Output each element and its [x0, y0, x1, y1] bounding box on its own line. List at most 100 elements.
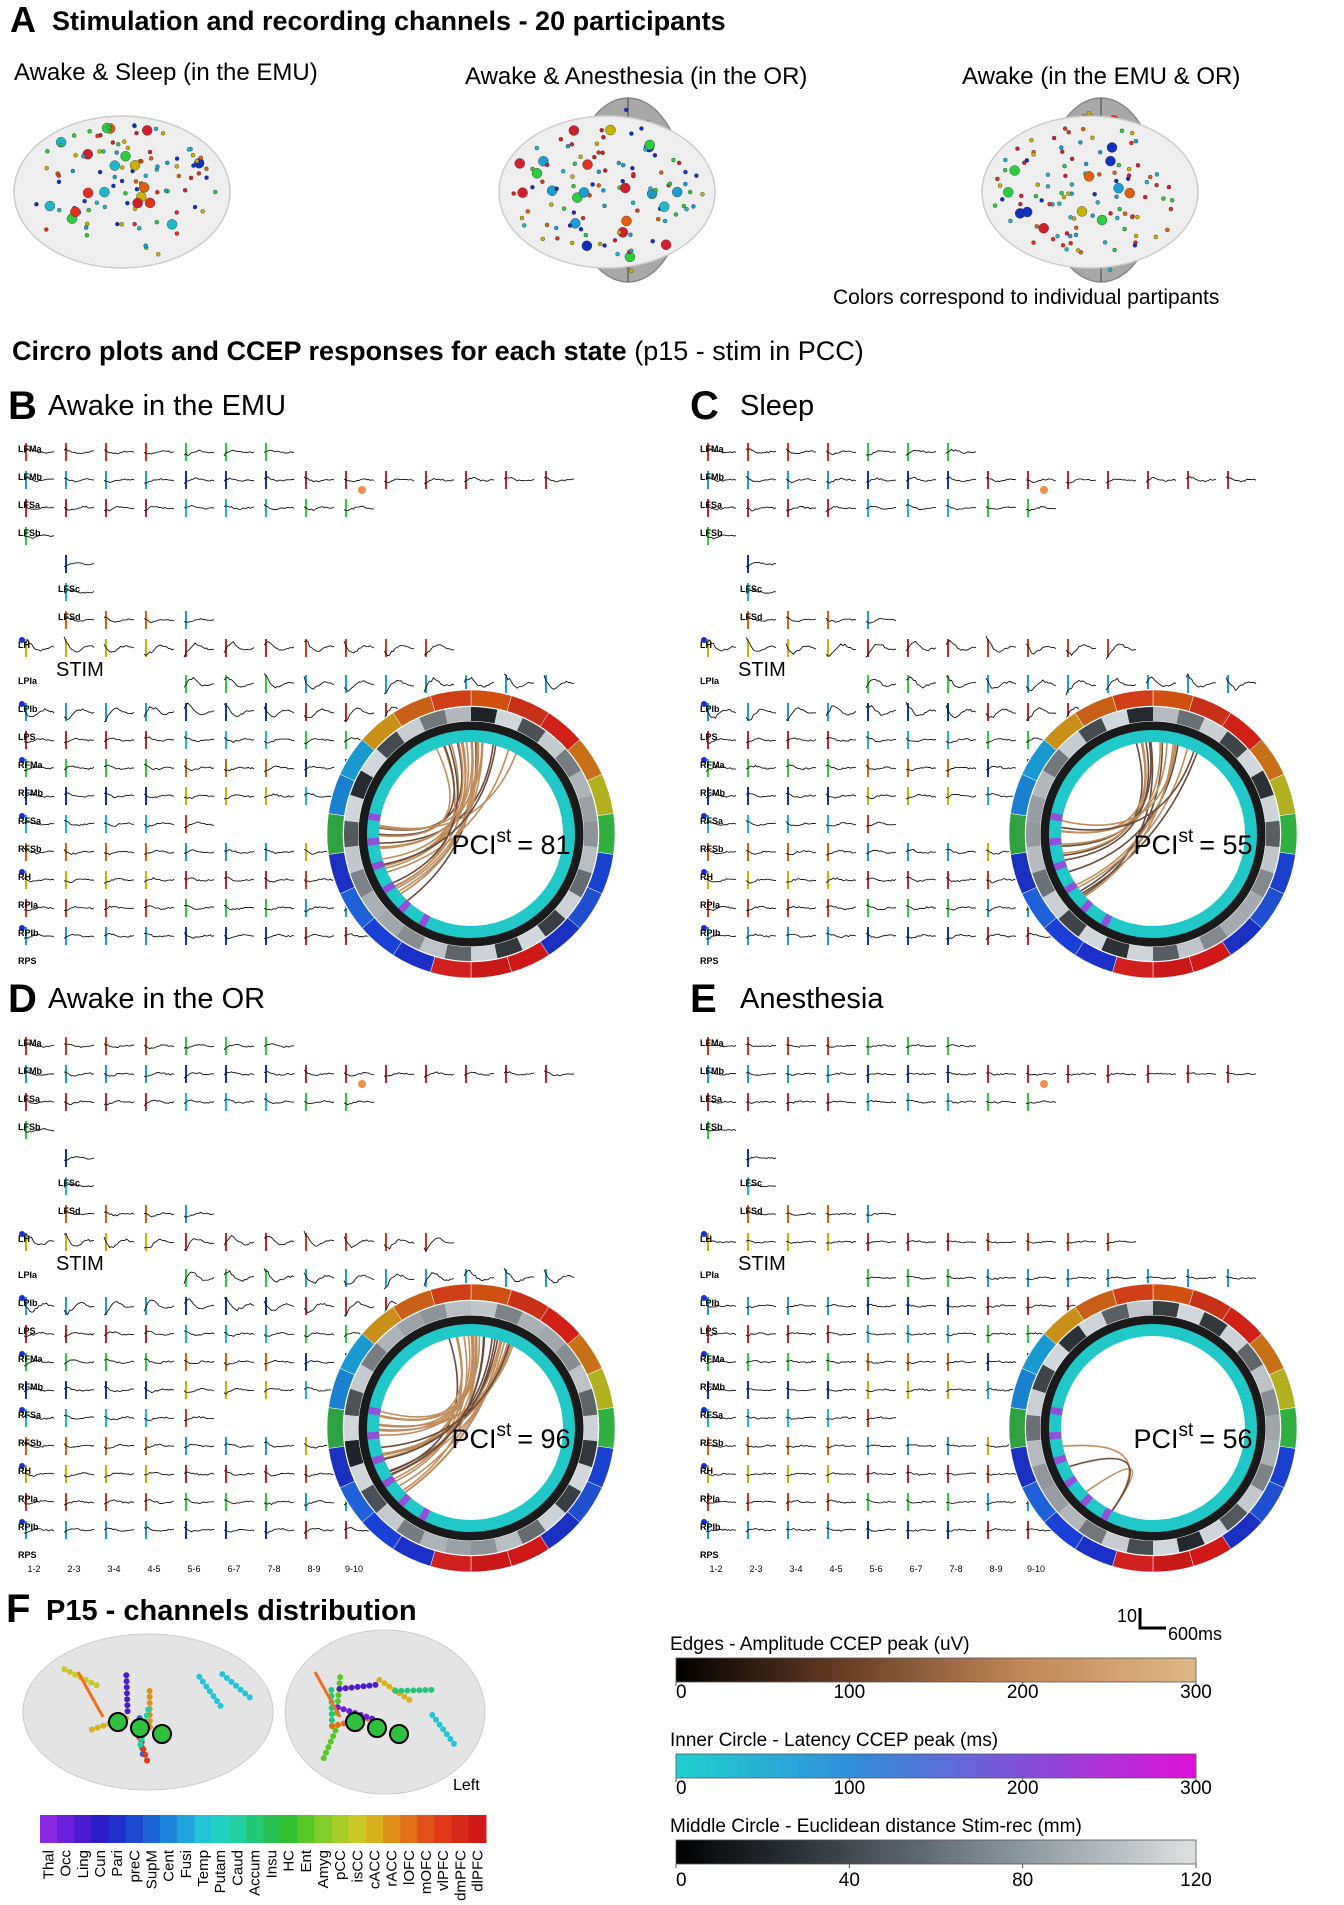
trace — [985, 933, 1017, 941]
trace — [223, 641, 255, 654]
trace — [785, 764, 817, 771]
channel-label: RFSb — [700, 844, 724, 854]
trace — [343, 707, 375, 723]
channel-label: RPS — [18, 1550, 37, 1560]
contact — [328, 1717, 335, 1724]
trace — [825, 1212, 857, 1216]
region-label: Putam — [212, 1850, 229, 1893]
inner-ring-spot — [1080, 1493, 1094, 1507]
trace — [785, 1044, 817, 1048]
trace — [183, 1471, 215, 1476]
middle-ring-segment — [396, 1519, 425, 1544]
region-swatch — [125, 1815, 144, 1843]
trace — [463, 1269, 495, 1282]
edge — [382, 1335, 473, 1456]
contact — [124, 1696, 131, 1703]
electrode — [1095, 200, 1100, 205]
electrode — [1166, 184, 1172, 190]
colorbar — [675, 1657, 1197, 1683]
electrode — [132, 123, 137, 128]
electrode — [110, 140, 116, 145]
electrode — [84, 233, 90, 238]
middle-ring-segment — [1153, 1301, 1180, 1318]
trace — [23, 1500, 55, 1505]
trace — [825, 505, 857, 513]
electrode — [629, 268, 634, 274]
colorbar-tick-label: 100 — [833, 1682, 865, 1703]
trace — [1225, 677, 1257, 692]
x-label: 1-2 — [27, 1564, 40, 1574]
trace — [785, 850, 817, 856]
middle-ring-segment — [1199, 1519, 1228, 1544]
electrode — [1009, 165, 1020, 176]
middle-ring-segment — [1260, 1439, 1280, 1468]
contact — [146, 1700, 153, 1707]
region-swatch — [314, 1815, 333, 1843]
trace — [263, 673, 295, 689]
trace — [183, 1044, 215, 1049]
trace — [1065, 1276, 1097, 1280]
middle-ring-segment — [1219, 1503, 1248, 1531]
middle-ring-segment — [444, 1301, 471, 1318]
electrode — [1083, 171, 1095, 182]
electrode — [554, 225, 559, 231]
contact — [337, 1674, 344, 1681]
electrode — [592, 154, 597, 160]
middle-ring-segment — [494, 1303, 523, 1325]
electrode — [997, 183, 1003, 188]
x-label: 5-6 — [187, 1564, 200, 1574]
trace — [63, 562, 95, 568]
outer-ring-segment — [1008, 813, 1027, 855]
region-label: pCC — [332, 1850, 349, 1880]
middle-ring-segment — [555, 890, 581, 919]
trace — [303, 1230, 335, 1247]
region-swatch — [91, 1815, 110, 1843]
trace — [343, 640, 375, 654]
electrode — [540, 236, 545, 242]
trace — [705, 1332, 737, 1337]
contact — [123, 1690, 130, 1697]
trace — [103, 932, 135, 938]
electrode — [134, 187, 140, 192]
trace — [143, 505, 175, 512]
trace — [343, 505, 375, 512]
trace — [63, 447, 94, 455]
electrode — [1113, 182, 1124, 194]
electrode — [119, 222, 124, 227]
subtitle: Awake & Sleep (in the EMU) — [14, 59, 318, 86]
trace — [143, 1299, 175, 1312]
middle-ring-segment — [419, 937, 448, 959]
trace — [183, 794, 215, 800]
trace — [745, 1528, 777, 1533]
electrode — [163, 188, 169, 193]
inner-ring-spot — [368, 1406, 381, 1416]
middle-ring-segment — [344, 794, 364, 823]
middle-ring-segment — [494, 937, 523, 959]
marker — [701, 1295, 707, 1301]
trace — [945, 639, 977, 651]
channel-label: RFSb — [700, 1438, 724, 1448]
electrode — [601, 135, 606, 140]
channel-label: LPIa — [18, 676, 38, 686]
electrode — [97, 149, 102, 154]
electrode — [81, 154, 86, 159]
region-swatch — [417, 1815, 436, 1843]
panel-label: C — [690, 384, 719, 428]
edge — [379, 1336, 463, 1421]
channel-label: RFMb — [18, 788, 43, 798]
region-swatch — [74, 1815, 92, 1843]
middle-ring-segment — [396, 718, 425, 743]
electrode — [671, 157, 676, 163]
middle-ring-segment — [1026, 1388, 1046, 1417]
electrode — [143, 173, 148, 178]
trace — [103, 1301, 135, 1316]
electrode — [545, 162, 550, 168]
trace — [865, 1472, 897, 1476]
trace — [905, 1499, 937, 1504]
trace — [1185, 1275, 1217, 1280]
contact — [340, 1706, 347, 1713]
middle-ring-segment — [1265, 1414, 1280, 1442]
trace — [825, 1100, 857, 1104]
pci-value: PCIst = 81 — [451, 826, 570, 860]
